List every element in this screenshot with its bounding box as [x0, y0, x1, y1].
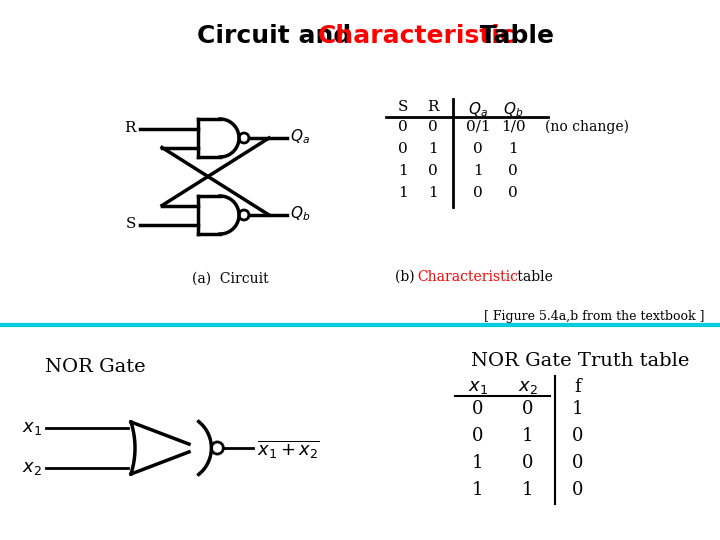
- Text: 0: 0: [572, 454, 584, 472]
- Circle shape: [239, 133, 249, 143]
- Text: 0: 0: [572, 427, 584, 445]
- Text: $x_1$: $x_1$: [468, 378, 488, 396]
- Text: 1: 1: [473, 164, 483, 178]
- Text: R: R: [125, 122, 136, 136]
- Text: $x_1$: $x_1$: [22, 419, 42, 437]
- Text: Characteristic: Characteristic: [417, 270, 518, 284]
- Text: table: table: [513, 270, 553, 284]
- Text: 1: 1: [508, 142, 518, 156]
- Text: 0: 0: [472, 427, 484, 445]
- Text: f: f: [575, 378, 581, 396]
- Text: $x_2$: $x_2$: [22, 459, 42, 477]
- Text: 0: 0: [428, 120, 438, 134]
- Text: $x_2$: $x_2$: [518, 378, 538, 396]
- Text: 0: 0: [398, 142, 408, 156]
- Text: $Q_a$: $Q_a$: [468, 100, 488, 119]
- Text: 0: 0: [473, 186, 483, 200]
- Text: Table: Table: [471, 24, 554, 48]
- Text: $Q_a$: $Q_a$: [290, 127, 310, 146]
- Text: 0: 0: [572, 481, 584, 499]
- Text: 0: 0: [472, 400, 484, 418]
- Text: 0: 0: [522, 400, 534, 418]
- Text: 1: 1: [398, 186, 408, 200]
- Text: S: S: [125, 218, 136, 232]
- Text: 0: 0: [428, 164, 438, 178]
- Text: 1: 1: [428, 142, 438, 156]
- Text: (b): (b): [395, 270, 419, 284]
- Text: $\overline{x_1+x_2}$: $\overline{x_1+x_2}$: [257, 438, 320, 460]
- Text: 1: 1: [522, 481, 534, 499]
- Text: 0: 0: [508, 164, 518, 178]
- Text: 1/0: 1/0: [500, 120, 526, 134]
- Text: R: R: [427, 100, 438, 114]
- Circle shape: [239, 210, 249, 220]
- Text: $Q_b$: $Q_b$: [290, 205, 310, 224]
- Text: Characteristic: Characteristic: [318, 24, 516, 48]
- Text: NOR Gate: NOR Gate: [45, 358, 145, 376]
- Text: (no change): (no change): [545, 120, 629, 134]
- Text: [ Figure 5.4a,b from the textbook ]: [ Figure 5.4a,b from the textbook ]: [485, 310, 705, 323]
- Text: S: S: [398, 100, 408, 114]
- Text: 1: 1: [522, 427, 534, 445]
- Text: Circuit and: Circuit and: [197, 24, 360, 48]
- Text: NOR Gate Truth table: NOR Gate Truth table: [471, 352, 689, 370]
- Text: 1: 1: [428, 186, 438, 200]
- Text: 1: 1: [472, 481, 484, 499]
- Text: 1: 1: [572, 400, 584, 418]
- Text: 0/1: 0/1: [466, 120, 490, 134]
- Text: 0: 0: [522, 454, 534, 472]
- Text: $Q_b$: $Q_b$: [503, 100, 523, 119]
- Text: (a)  Circuit: (a) Circuit: [192, 272, 269, 286]
- Text: 1: 1: [472, 454, 484, 472]
- Text: 0: 0: [508, 186, 518, 200]
- Text: 0: 0: [398, 120, 408, 134]
- Text: 0: 0: [473, 142, 483, 156]
- Text: 1: 1: [398, 164, 408, 178]
- Circle shape: [212, 442, 223, 454]
